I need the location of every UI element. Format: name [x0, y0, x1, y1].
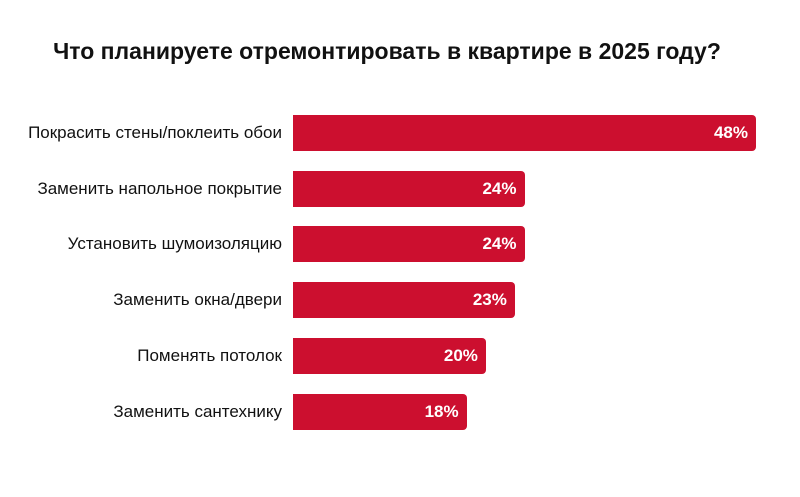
bar	[293, 393, 467, 430]
value-label: 20%	[443, 345, 478, 365]
value-label: 48%	[713, 123, 748, 142]
chart-title: Что планируете отремонтировать в квартир…	[53, 38, 721, 64]
value-label: 24%	[482, 234, 517, 254]
bar	[293, 170, 525, 207]
category-label: Поменять потолок	[137, 345, 282, 365]
bar	[293, 282, 515, 319]
category-label: Заменить окна/двери	[113, 290, 282, 310]
bar	[293, 337, 486, 374]
value-label: 18%	[424, 401, 459, 421]
category-label: Установить шумоизоляцию	[67, 234, 282, 254]
bar	[293, 115, 756, 151]
bar	[293, 226, 525, 263]
category-label: Заменить напольное покрытие	[37, 178, 282, 198]
category-label: Заменить сантехнику	[113, 401, 282, 421]
value-label: 24%	[482, 178, 517, 198]
category-label: Покрасить стены/поклеить обои	[28, 123, 282, 142]
value-label: 23%	[472, 290, 507, 310]
